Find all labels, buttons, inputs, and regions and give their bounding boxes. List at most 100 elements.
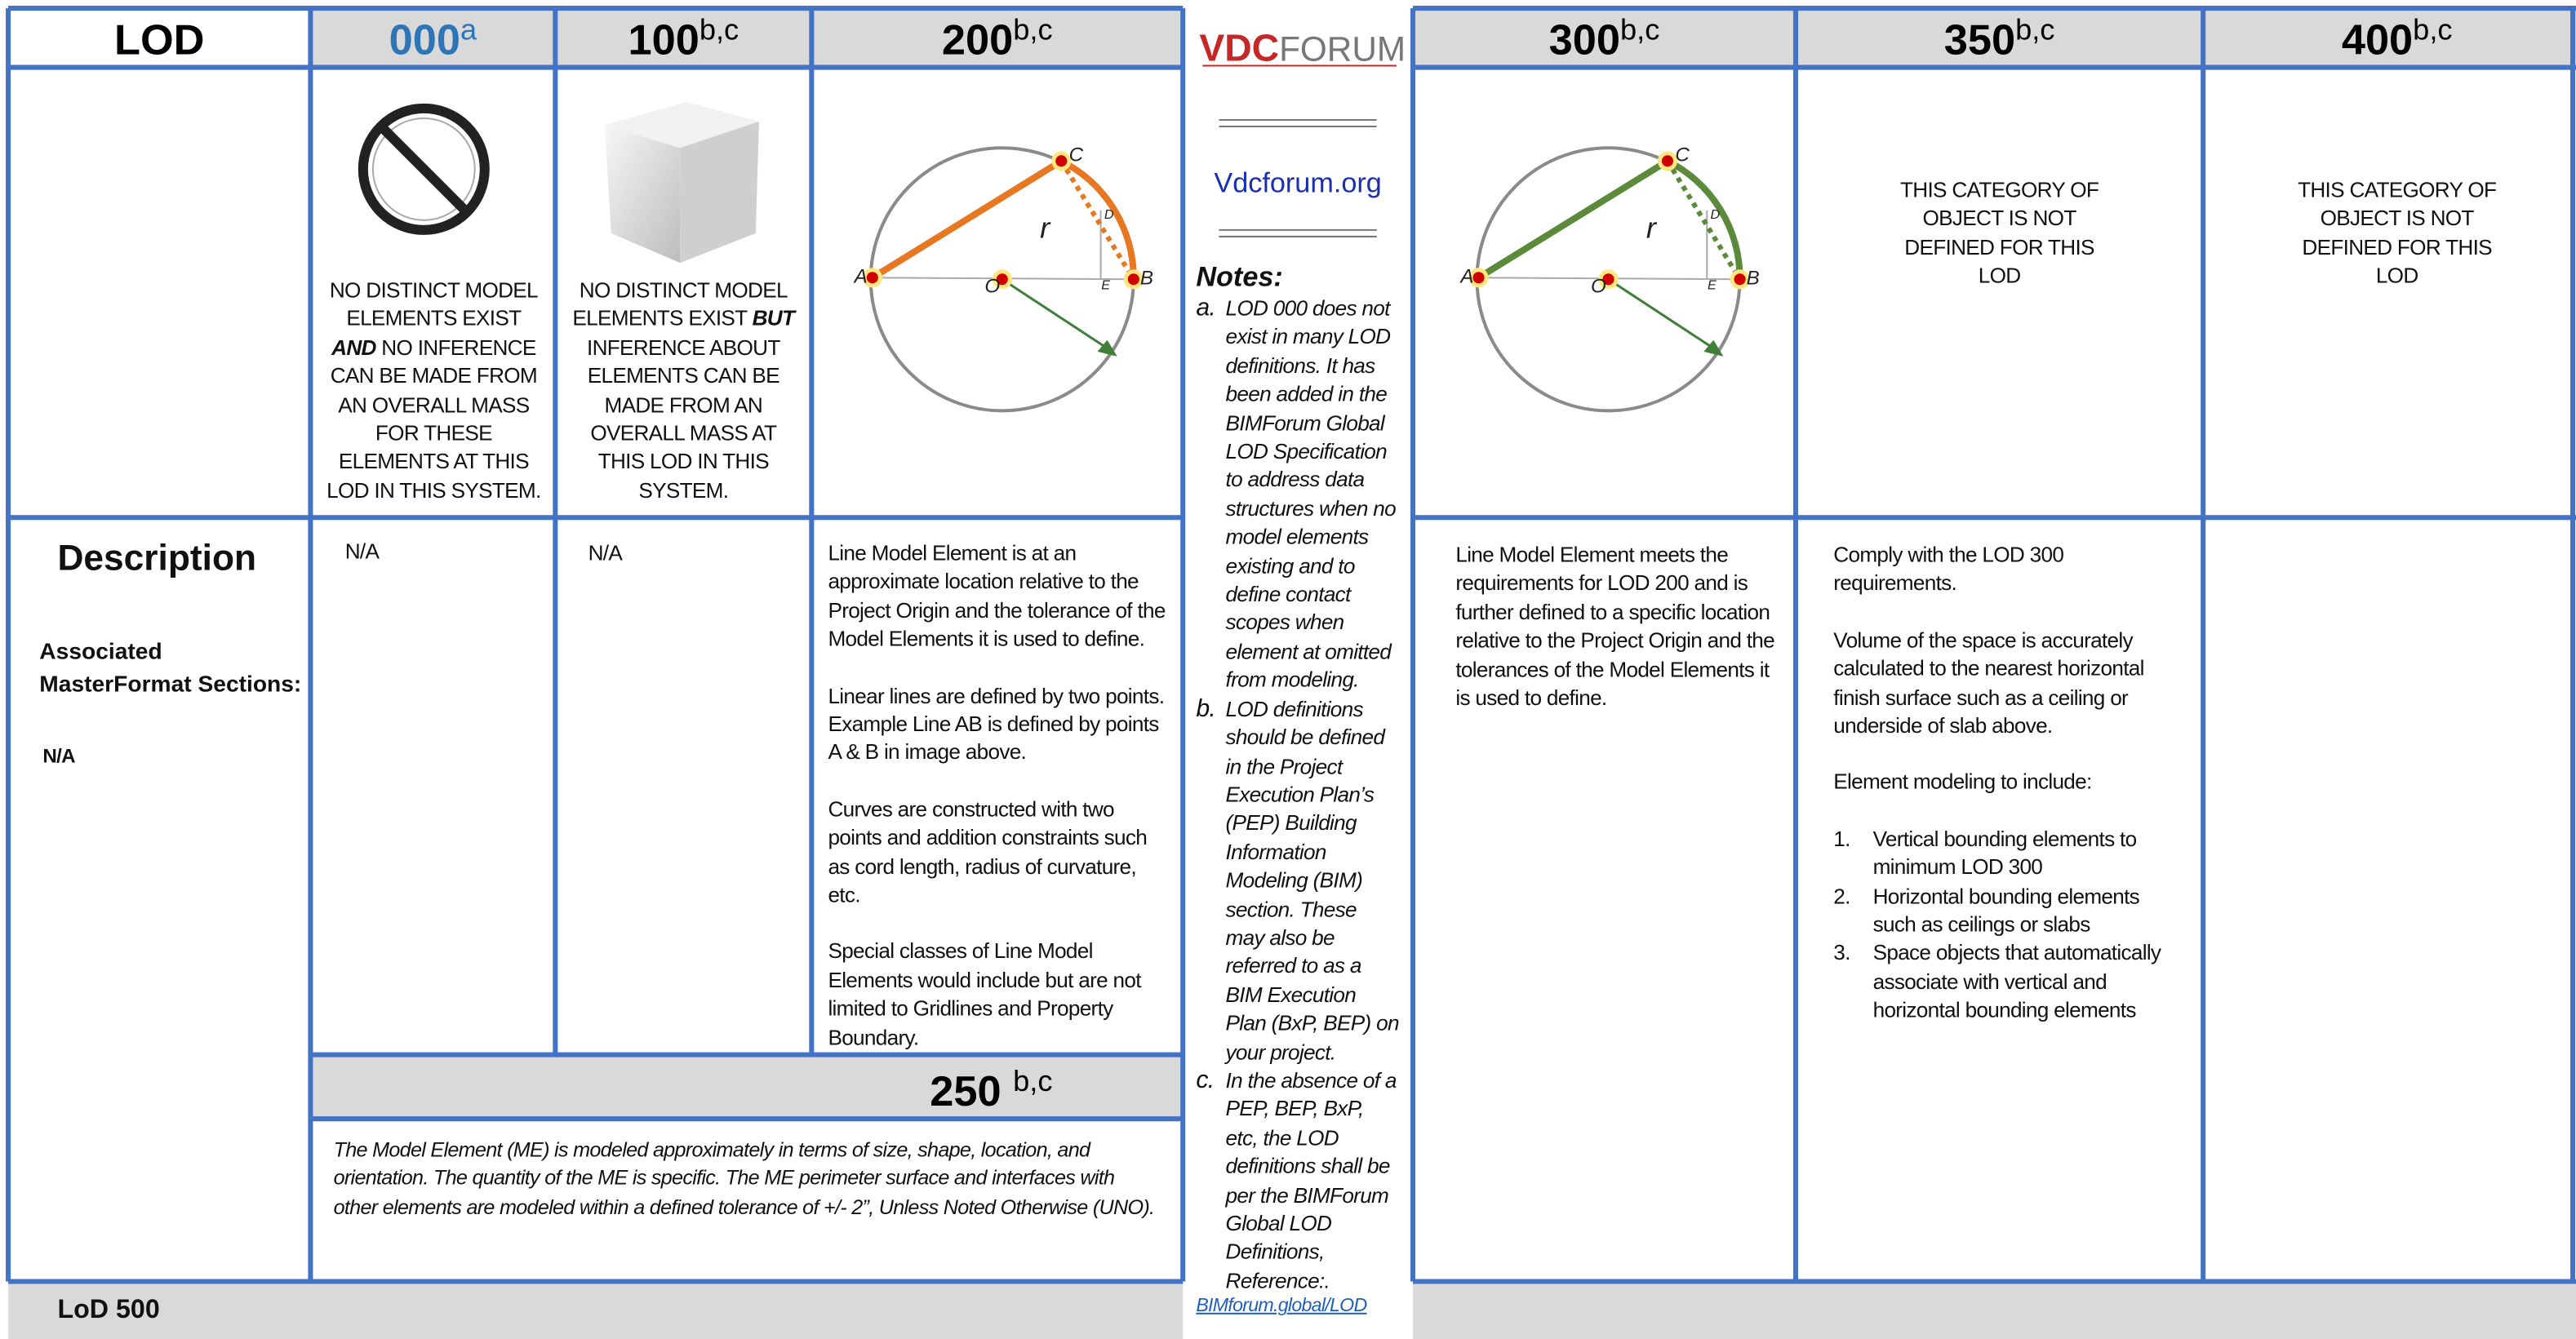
paragraph: Linear lines are defined by two points. …	[828, 682, 1165, 765]
note-text: In the absence of a PEP, BEP, BxP, etc, …	[1225, 1067, 1397, 1293]
level-code: 100	[628, 15, 700, 64]
geometry-diagram: A B C Or E D	[853, 144, 1153, 413]
list-marker: 3.	[1833, 940, 1850, 965]
header-level: 100b,c	[555, 8, 811, 67]
row-label: LoD 500	[57, 1296, 160, 1324]
note: b. LOD definitions should be defined in t…	[1196, 694, 1400, 1066]
logo-brand: VDC	[1199, 26, 1280, 69]
arc	[1666, 157, 1743, 280]
reference-link[interactable]: BIMforum.global/LOD	[1196, 1297, 1367, 1317]
header-level: 250 b,c	[930, 1060, 1052, 1119]
paragraph: Line Model Element is at an approximate …	[828, 540, 1166, 651]
level-code: 250	[930, 1066, 1002, 1116]
note-marker: a.	[1196, 294, 1216, 322]
header-level: 400b,c	[2203, 8, 2576, 67]
diagram-label: O	[984, 276, 1000, 298]
header-level: 200b,c	[811, 8, 1183, 67]
diagram-label: B	[1747, 268, 1760, 290]
dotted-chord	[1059, 159, 1136, 281]
point	[996, 273, 1008, 286]
arrow-head	[1703, 339, 1724, 357]
list-marker: 2.	[1833, 883, 1850, 908]
site-link[interactable]: Vdcforum.org	[1214, 167, 1382, 199]
list-marker: 1.	[1833, 826, 1850, 851]
paragraph: Element modeling to include:	[1833, 769, 2092, 795]
description: N/A	[344, 539, 380, 564]
diagram-label: O	[1591, 276, 1606, 298]
table-border	[1410, 6, 2576, 1284]
notes-list: a. LOD 000 does not exist in many LOD def…	[1196, 294, 1400, 1319]
row-label: Associated MasterFormat Sections:	[39, 637, 302, 697]
row-value: N/A	[42, 744, 75, 768]
level-note: a	[460, 13, 477, 47]
list-text: Vertical bounding elements to minimum LO…	[1872, 826, 2138, 880]
chord	[870, 157, 1064, 281]
paragraph: Volume of the space is accurately calcul…	[1833, 627, 2144, 738]
header-level: 000a	[310, 8, 555, 67]
point	[866, 272, 878, 284]
level-note: b,c	[1619, 13, 1660, 47]
radius-arrow	[1607, 278, 1715, 350]
level-code: 200	[941, 15, 1014, 64]
diagram-label: A	[853, 266, 868, 288]
diagram-label: A	[1459, 266, 1473, 288]
level-code: 300	[1548, 15, 1620, 64]
header-label: LOD	[113, 15, 205, 64]
diagram-label: D	[1104, 207, 1114, 222]
logo-name: FORUM	[1279, 31, 1406, 69]
list-item: 3. Space objects that automatically assoc…	[1833, 939, 2175, 1025]
diagram-label: E	[1101, 278, 1110, 293]
level-note: b,c	[2015, 13, 2055, 47]
list-item: 1. Vertical bounding elements to minimum …	[1833, 824, 2175, 881]
emphasis: AND	[331, 335, 376, 360]
header-fill	[1413, 8, 2576, 68]
text-part: INFERENCE ABOUT ELEMENTS CAN BE MADE FRO…	[587, 335, 780, 503]
diagram-label: B	[1140, 268, 1153, 290]
note: c. In the absence of a PEP, BEP, BxP, etc…	[1196, 1066, 1400, 1295]
table-border	[6, 6, 1186, 1284]
geometry-diagram: A B C Or E D	[1459, 144, 1760, 413]
paragraph: Curves are constructed with two points a…	[828, 796, 1148, 907]
point	[1127, 273, 1139, 286]
level-note: b,c	[699, 13, 739, 47]
row-label: Description	[57, 537, 257, 579]
dotted-chord	[1665, 159, 1743, 281]
level-note: b,c	[1013, 1064, 1053, 1098]
radius-arrow	[1001, 278, 1108, 350]
divider	[1219, 118, 1377, 237]
arrow-head	[1097, 339, 1117, 357]
description: Line Model Element meets the requirement…	[1455, 542, 1775, 710]
note-text: LOD 000 does not exist in many LOD defin…	[1225, 295, 1397, 693]
cube-icon	[604, 101, 759, 264]
point	[1602, 273, 1614, 286]
description: Line Model Element is at an approximate …	[828, 539, 1166, 1080]
emphasis: BUT	[752, 306, 795, 331]
graphic-text: NO DISTINCT MODEL ELEMENTS EXIST BUT INF…	[568, 276, 798, 504]
point	[1055, 155, 1068, 167]
level-note: b,c	[1013, 13, 1053, 47]
diagram-label: C	[1675, 144, 1690, 166]
point	[1472, 272, 1485, 284]
diagram-label: C	[1069, 144, 1084, 166]
text-part: NO DISTINCT MODEL ELEMENTS EXIST	[329, 277, 539, 331]
point	[1661, 155, 1674, 167]
note-text: LOD definitions should be defined in the…	[1225, 696, 1400, 1064]
note-marker: b.	[1196, 694, 1216, 723]
level-code: 400	[2341, 15, 2414, 64]
level-note: b,c	[2413, 13, 2453, 47]
diagram-label: r	[1646, 211, 1658, 244]
arc	[1059, 157, 1137, 280]
header-level: 300b,c	[1413, 8, 1796, 67]
logo: VDCFORUM	[1199, 24, 1406, 73]
header-level: 350b,c	[1796, 8, 2203, 67]
list-text: Horizontal bounding elements such as cei…	[1872, 883, 2140, 937]
description: Comply with the LOD 300 requirements. Vo…	[1833, 540, 2175, 1024]
graphic-text: NO DISTINCT MODEL ELEMENTS EXIST AND NO …	[322, 276, 546, 504]
notes-title: Notes:	[1196, 261, 1283, 293]
graphic-text: THIS CATEGORY OF OBJECT IS NOT DEFINED F…	[2298, 177, 2497, 288]
text-part: NO INFERENCE CAN BE MADE FROM AN OVERALL…	[326, 335, 541, 503]
list-item: 2. Horizontal bounding elements such as c…	[1833, 882, 2175, 939]
